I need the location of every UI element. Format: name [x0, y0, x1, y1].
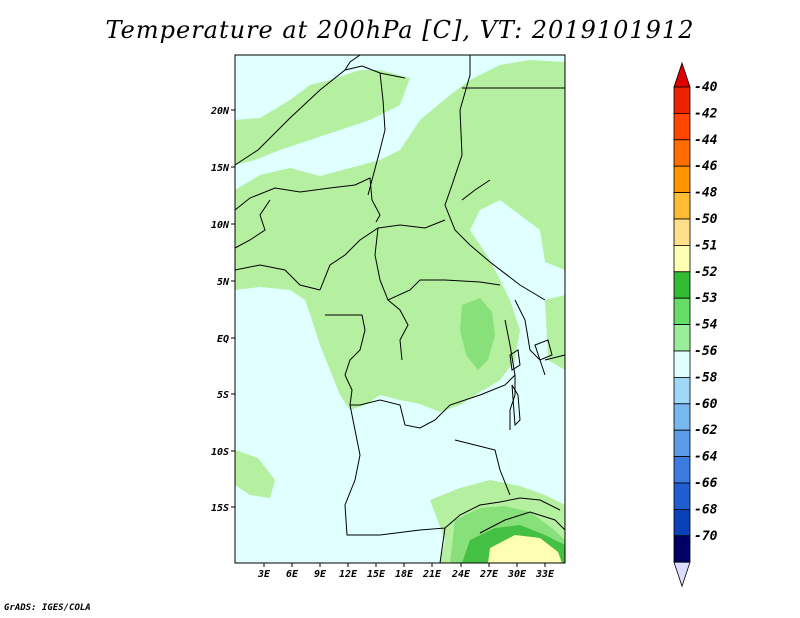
colorbar-label: -54: [694, 318, 718, 333]
country-borders: [234, 54, 566, 564]
border-line-8: [319, 219, 446, 291]
colorbar-swatch: [673, 271, 691, 299]
colorbar: -40 -42 -44 -46 -48 -50 -51 -52 -53 -54 -56 -58 -60 -…: [673, 61, 718, 588]
lon-label: 6E: [286, 569, 299, 580]
lon-label: 27E: [479, 569, 499, 580]
green-region-3: [235, 450, 275, 498]
colorbar-label: -66: [694, 476, 718, 491]
longitude-labels: 3E 6E 9E 12E 15E 18E 21E 24E 27E 30E 33E: [257, 563, 555, 580]
border-line-21: [461, 179, 491, 201]
colorbar-swatch: [673, 165, 691, 193]
border-line-18: [454, 439, 511, 496]
lon-label: 15E: [367, 569, 386, 580]
colorbar-label: -51: [694, 238, 717, 253]
lat-label: 5S: [217, 390, 229, 401]
lon-label: 33E: [535, 569, 555, 580]
colorbar-swatch: [673, 244, 691, 273]
colorbar-label: -56: [694, 344, 718, 359]
colorbar-swatch: [673, 139, 691, 167]
lon-label: 24E: [451, 569, 471, 580]
lat-label: 15S: [211, 503, 229, 514]
lon-label: 18E: [395, 569, 414, 580]
lake-outline-1: [534, 339, 553, 361]
border-line-9: [374, 227, 501, 301]
lat-label: EQ: [217, 334, 229, 345]
lon-label: 9E: [314, 569, 327, 580]
border-line-19: [544, 354, 566, 361]
border-line-15: [344, 404, 446, 564]
colorbar-label: -50: [694, 212, 718, 227]
map-panel: [234, 54, 566, 564]
colorbar-swatch: [673, 456, 691, 484]
border-line-7: [234, 264, 321, 291]
colorbar-swatch: [673, 297, 691, 326]
lon-label: 12E: [339, 569, 358, 580]
border-line-20: [479, 511, 566, 534]
colorbar-bottom-arrow: [673, 561, 691, 588]
colorbar-swatch: [673, 350, 691, 378]
chart-title: Temperature at 200hPa [C], VT: 201910191…: [105, 16, 695, 44]
colorbar-label: -60: [694, 397, 718, 412]
colorbar-swatch: [673, 86, 691, 114]
border-line-10: [387, 299, 409, 361]
lat-label: 5N: [217, 277, 230, 288]
lake-outline-2: [511, 384, 521, 427]
latitude-labels: 20N 15N 10N 5N EQ 5S 10S 15S: [210, 106, 235, 514]
colorbar-label: -44: [694, 133, 718, 148]
lat-label: 10N: [211, 220, 230, 231]
colorbar-swatch: [673, 429, 691, 458]
lon-label: 21E: [422, 569, 442, 580]
colorbar-label: -42: [694, 106, 718, 121]
colorbar-label: -48: [694, 186, 718, 201]
border-line-0: [234, 65, 406, 166]
border-line-1: [344, 54, 361, 71]
colorbar-swatch: [673, 218, 691, 246]
border-line-17: [519, 497, 561, 511]
colorbar-label: -62: [694, 423, 718, 438]
colorbar-label: -46: [694, 159, 718, 174]
colorbar-label: -70: [694, 529, 718, 544]
lat-label: 15N: [211, 163, 230, 174]
lon-label: 30E: [507, 569, 527, 580]
colorbar-swatch: [673, 508, 691, 537]
border-line-16: [444, 497, 521, 529]
colorbar-label: -52: [694, 265, 718, 280]
map-frame: [234, 54, 566, 564]
colorbar-label: -68: [694, 502, 718, 517]
colorbar-label: -40: [694, 80, 718, 95]
lat-label: 10S: [211, 447, 229, 458]
border-line-3: [444, 55, 546, 301]
border-line-6: [234, 199, 271, 249]
lat-label: 20N: [210, 106, 230, 117]
colorbar-swatch: [673, 403, 691, 431]
credit-text: GrADS: IGES/COLA: [4, 603, 91, 613]
border-line-5: [234, 177, 381, 223]
lon-label: 3E: [257, 569, 271, 580]
lake-outline-0: [509, 349, 521, 371]
green-mid-region-0: [460, 298, 495, 370]
colorbar-swatch: [673, 113, 691, 141]
colorbar-swatch: [673, 192, 691, 220]
colorbar-swatch: [673, 535, 691, 563]
border-line-14: [514, 299, 546, 376]
temperature-fill: [235, 60, 565, 563]
colorbar-swatch: [673, 376, 691, 405]
border-line-13: [504, 319, 516, 430]
colorbar-label: -53: [694, 291, 718, 306]
border-line-2: [367, 72, 386, 196]
colorbar-swatch: [673, 482, 691, 510]
colorbar-swatch: [673, 324, 691, 352]
green-region-1: [235, 70, 410, 165]
colorbar-label: -64: [694, 450, 718, 465]
border-line-11: [325, 314, 366, 376]
colorbar-top-arrow: [673, 61, 691, 88]
colorbar-label: -58: [694, 370, 718, 385]
yellow-region: [488, 535, 562, 563]
green-region-5: [545, 295, 565, 370]
